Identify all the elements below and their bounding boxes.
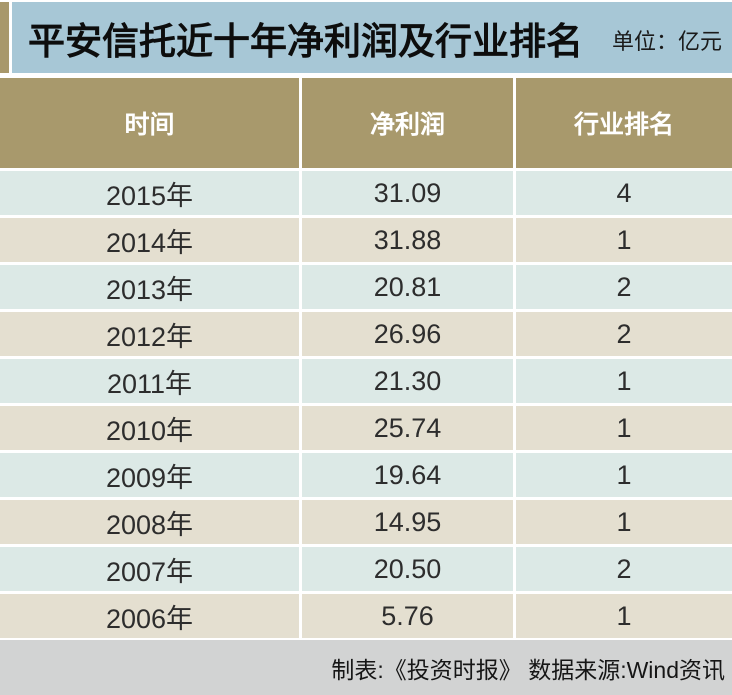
table-row: 2015年 31.09 4	[0, 171, 732, 215]
cell-rank: 1	[516, 406, 732, 450]
cell-rank: 1	[516, 218, 732, 262]
cell-profit: 5.76	[302, 594, 513, 638]
cell-profit: 20.81	[302, 265, 513, 309]
cell-profit: 25.74	[302, 406, 513, 450]
cell-year: 2014年	[0, 218, 299, 262]
cell-year: 2006年	[0, 594, 299, 638]
column-header-rank: 行业排名	[516, 78, 732, 168]
cell-profit: 31.09	[302, 171, 513, 215]
table-row: 2007年 20.50 2	[0, 547, 732, 591]
table-row: 2009年 19.64 1	[0, 453, 732, 497]
title-background: 平安信托近十年净利润及行业排名 单位：亿元	[12, 2, 732, 73]
column-header-profit: 净利润	[302, 78, 513, 168]
accent-strip	[0, 2, 9, 73]
cell-year: 2012年	[0, 312, 299, 356]
cell-rank: 1	[516, 359, 732, 403]
unit-label: 单位：亿元	[611, 28, 722, 54]
table-header: 时间 净利润 行业排名	[0, 78, 732, 168]
cell-profit: 26.96	[302, 312, 513, 356]
table-row: 2011年 21.30 1	[0, 359, 732, 403]
cell-year: 2007年	[0, 547, 299, 591]
title-bar: 平安信托近十年净利润及行业排名 单位：亿元	[0, 2, 732, 73]
table-row: 2014年 31.88 1	[0, 218, 732, 262]
cell-profit: 19.64	[302, 453, 513, 497]
cell-year: 2009年	[0, 453, 299, 497]
cell-profit: 21.30	[302, 359, 513, 403]
table-row: 2012年 26.96 2	[0, 312, 732, 356]
cell-year: 2010年	[0, 406, 299, 450]
table-row: 2010年 25.74 1	[0, 406, 732, 450]
cell-year: 2013年	[0, 265, 299, 309]
cell-profit: 31.88	[302, 218, 513, 262]
cell-rank: 2	[516, 265, 732, 309]
cell-year: 2011年	[0, 359, 299, 403]
table-row: 2013年 20.81 2	[0, 265, 732, 309]
cell-profit: 20.50	[302, 547, 513, 591]
column-header-time: 时间	[0, 78, 299, 168]
cell-profit: 14.95	[302, 500, 513, 544]
cell-year: 2015年	[0, 171, 299, 215]
page-title: 平安信托近十年净利润及行业排名	[28, 20, 583, 62]
cell-rank: 2	[516, 547, 732, 591]
cell-year: 2008年	[0, 500, 299, 544]
cell-rank: 1	[516, 500, 732, 544]
table-row: 2008年 14.95 1	[0, 500, 732, 544]
source-note: 制表:《投资时报》 数据来源:Wind资讯	[0, 640, 732, 695]
table-body: 2015年 31.09 4 2014年 31.88 1 2013年 20.81 …	[0, 171, 732, 638]
table-row: 2006年 5.76 1	[0, 594, 732, 638]
cell-rank: 2	[516, 312, 732, 356]
cell-rank: 4	[516, 171, 732, 215]
cell-rank: 1	[516, 453, 732, 497]
cell-rank: 1	[516, 594, 732, 638]
